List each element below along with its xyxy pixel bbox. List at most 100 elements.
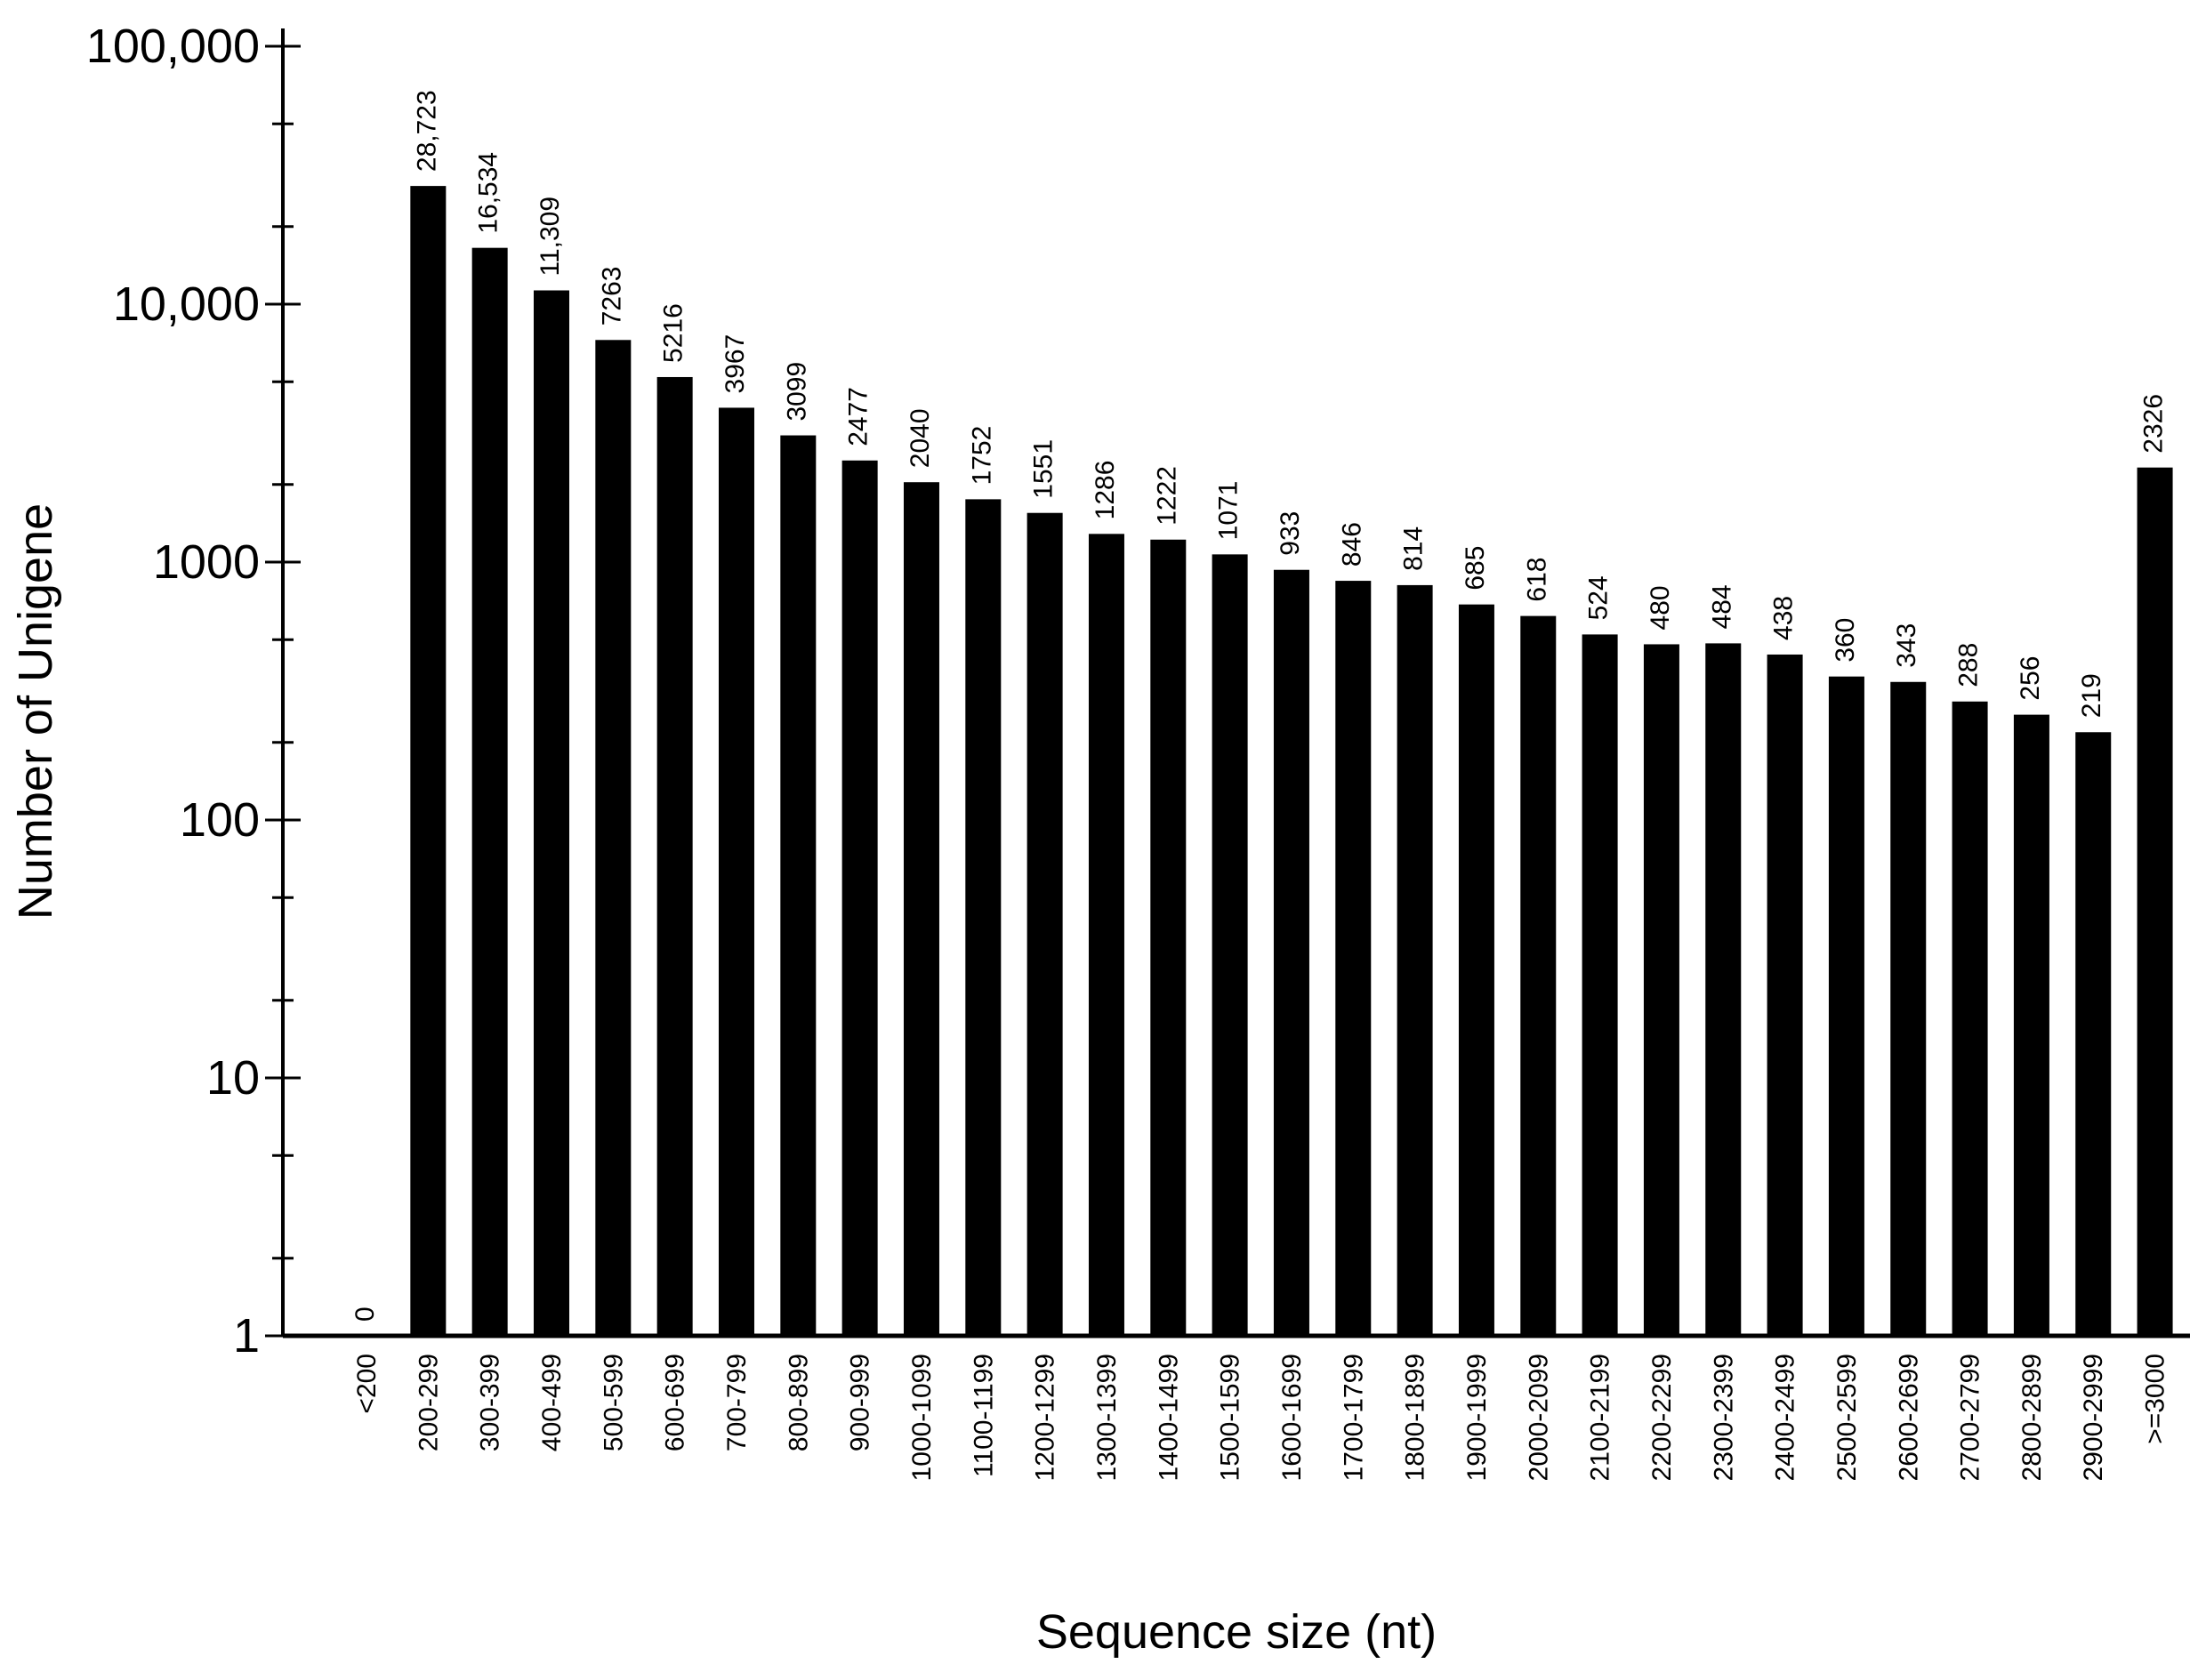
bar: [1952, 701, 1988, 1336]
bar: [718, 407, 754, 1337]
x-tick-label: 2900-2999: [2079, 1354, 2108, 1481]
bar: [841, 460, 878, 1336]
y-tick-label: 1: [233, 1309, 260, 1362]
bar: [1767, 654, 1803, 1336]
y-tick-label: 1000: [153, 535, 260, 589]
bar: [410, 186, 447, 1336]
bar-value-label: 618: [1522, 558, 1551, 602]
bar: [903, 482, 939, 1336]
x-tick-label: 500-599: [599, 1354, 628, 1451]
x-tick-label: 1200-1299: [1031, 1354, 1060, 1481]
bar: [1335, 581, 1372, 1336]
bar-value-label: 2040: [906, 408, 935, 468]
bar-value-label: 1752: [967, 426, 996, 486]
bar-value-label: 1222: [1152, 466, 1181, 526]
bar: [1828, 676, 1864, 1336]
x-tick-label: 2000-2099: [1524, 1354, 1553, 1481]
bar-value-label: 484: [1707, 584, 1736, 629]
bar-value-label: 480: [1646, 585, 1675, 630]
x-tick-label: 400-499: [537, 1354, 567, 1451]
bar-value-label: 16,534: [474, 152, 503, 234]
bar-value-label: 933: [1276, 511, 1305, 556]
x-tick-label: 1300-1399: [1092, 1354, 1122, 1481]
y-axis-title: Number of Unigene: [9, 503, 62, 920]
x-tick-label: 2800-2899: [2017, 1354, 2047, 1481]
x-tick-label: 1900-1999: [1462, 1354, 1492, 1481]
x-tick-label: 2400-2499: [1771, 1354, 1800, 1481]
bar-value-label: 360: [1831, 618, 1860, 663]
bar-value-label: 7263: [597, 267, 626, 326]
bar-value-label: 814: [1399, 527, 1429, 571]
bar: [2075, 732, 2112, 1336]
bar: [1088, 534, 1124, 1336]
bar: [1458, 604, 1494, 1336]
x-tick-label: 2700-2799: [1956, 1354, 1985, 1481]
y-ticks-group: 100,000 10,000 1000 100 10 1: [86, 20, 301, 1362]
bar: [965, 499, 1002, 1336]
bar: [2013, 714, 2049, 1336]
bar-value-label: 5216: [659, 303, 688, 363]
bar: [1150, 539, 1187, 1336]
x-tick-label: 800-899: [784, 1354, 813, 1451]
y-tick-label: 10: [206, 1051, 260, 1105]
bar-value-label: 1551: [1029, 439, 1059, 499]
bar: [656, 376, 693, 1336]
bar-value-label: 524: [1584, 575, 1614, 620]
bar-value-label: 685: [1461, 546, 1490, 591]
bar-value-label: 0: [350, 1306, 380, 1322]
x-tick-label: 700-799: [722, 1354, 752, 1451]
bar-value-label: 2326: [2139, 394, 2169, 454]
x-tick-label: 900-999: [846, 1354, 875, 1451]
x-tick-label: 1800-1899: [1401, 1354, 1430, 1481]
bar-value-label: 28,723: [412, 90, 441, 172]
x-tick-label: <200: [352, 1354, 382, 1414]
bar: [1027, 512, 1063, 1336]
bar: [1890, 681, 1927, 1336]
y-tick-label: 100,000: [86, 20, 260, 73]
bar: [595, 340, 632, 1336]
bar-value-label: 1071: [1214, 481, 1244, 541]
bar: [471, 247, 508, 1336]
bar: [1582, 634, 1618, 1336]
x-tick-label: 2300-2399: [1709, 1354, 1738, 1481]
bar-value-label: 3967: [721, 334, 750, 394]
bar-value-label: 11,309: [535, 197, 565, 277]
y-tick-label: 100: [180, 793, 260, 847]
bar-value-label: 846: [1337, 522, 1366, 567]
bar: [1212, 554, 1248, 1336]
bar-value-label: 256: [2016, 656, 2045, 701]
x-tick-label: 1500-1599: [1216, 1354, 1245, 1481]
bar-value-label: 1286: [1091, 461, 1120, 520]
bar: [1520, 615, 1557, 1336]
x-tick-label: 1000-1099: [907, 1354, 937, 1481]
bar: [533, 290, 569, 1337]
y-tick-label: 10,000: [113, 277, 260, 331]
bar-value-label: 3099: [782, 362, 811, 422]
x-tick-label: 1600-1699: [1277, 1354, 1307, 1481]
bar-value-label: 343: [1892, 623, 1921, 668]
bar-value-label: 2477: [844, 387, 874, 446]
bar: [1705, 643, 1742, 1336]
x-tick-label: 600-699: [661, 1354, 690, 1451]
bar: [1397, 584, 1433, 1336]
x-tick-label: 200-299: [414, 1354, 443, 1451]
x-tick-label: 2200-2299: [1647, 1354, 1677, 1481]
x-tick-label: 1700-1799: [1339, 1354, 1368, 1481]
x-tick-label: 2600-2699: [1894, 1354, 1923, 1481]
bar: [2137, 467, 2173, 1336]
x-axis-title: Sequence size (nt): [1036, 1605, 1437, 1659]
bar-value-label: 219: [2077, 673, 2106, 718]
bar: [1643, 644, 1679, 1336]
bars-group: [410, 186, 2173, 1337]
bar: [1273, 569, 1309, 1336]
x-tick-label: 1100-1199: [969, 1354, 998, 1477]
x-tick-labels-group: <200 200-299 300-399 400-499 500-599 600-699 7…: [352, 1354, 2170, 1481]
value-labels-group: 0 28,723 16,534 11,309 7263 5216 3967 3099 2477 2…: [350, 90, 2169, 1322]
x-tick-label: >=3000: [2141, 1354, 2170, 1444]
x-tick-label: 2100-2199: [1586, 1354, 1615, 1481]
bar: [780, 435, 817, 1336]
x-tick-label: 300-399: [476, 1354, 505, 1451]
bar-value-label: 438: [1769, 596, 1799, 640]
